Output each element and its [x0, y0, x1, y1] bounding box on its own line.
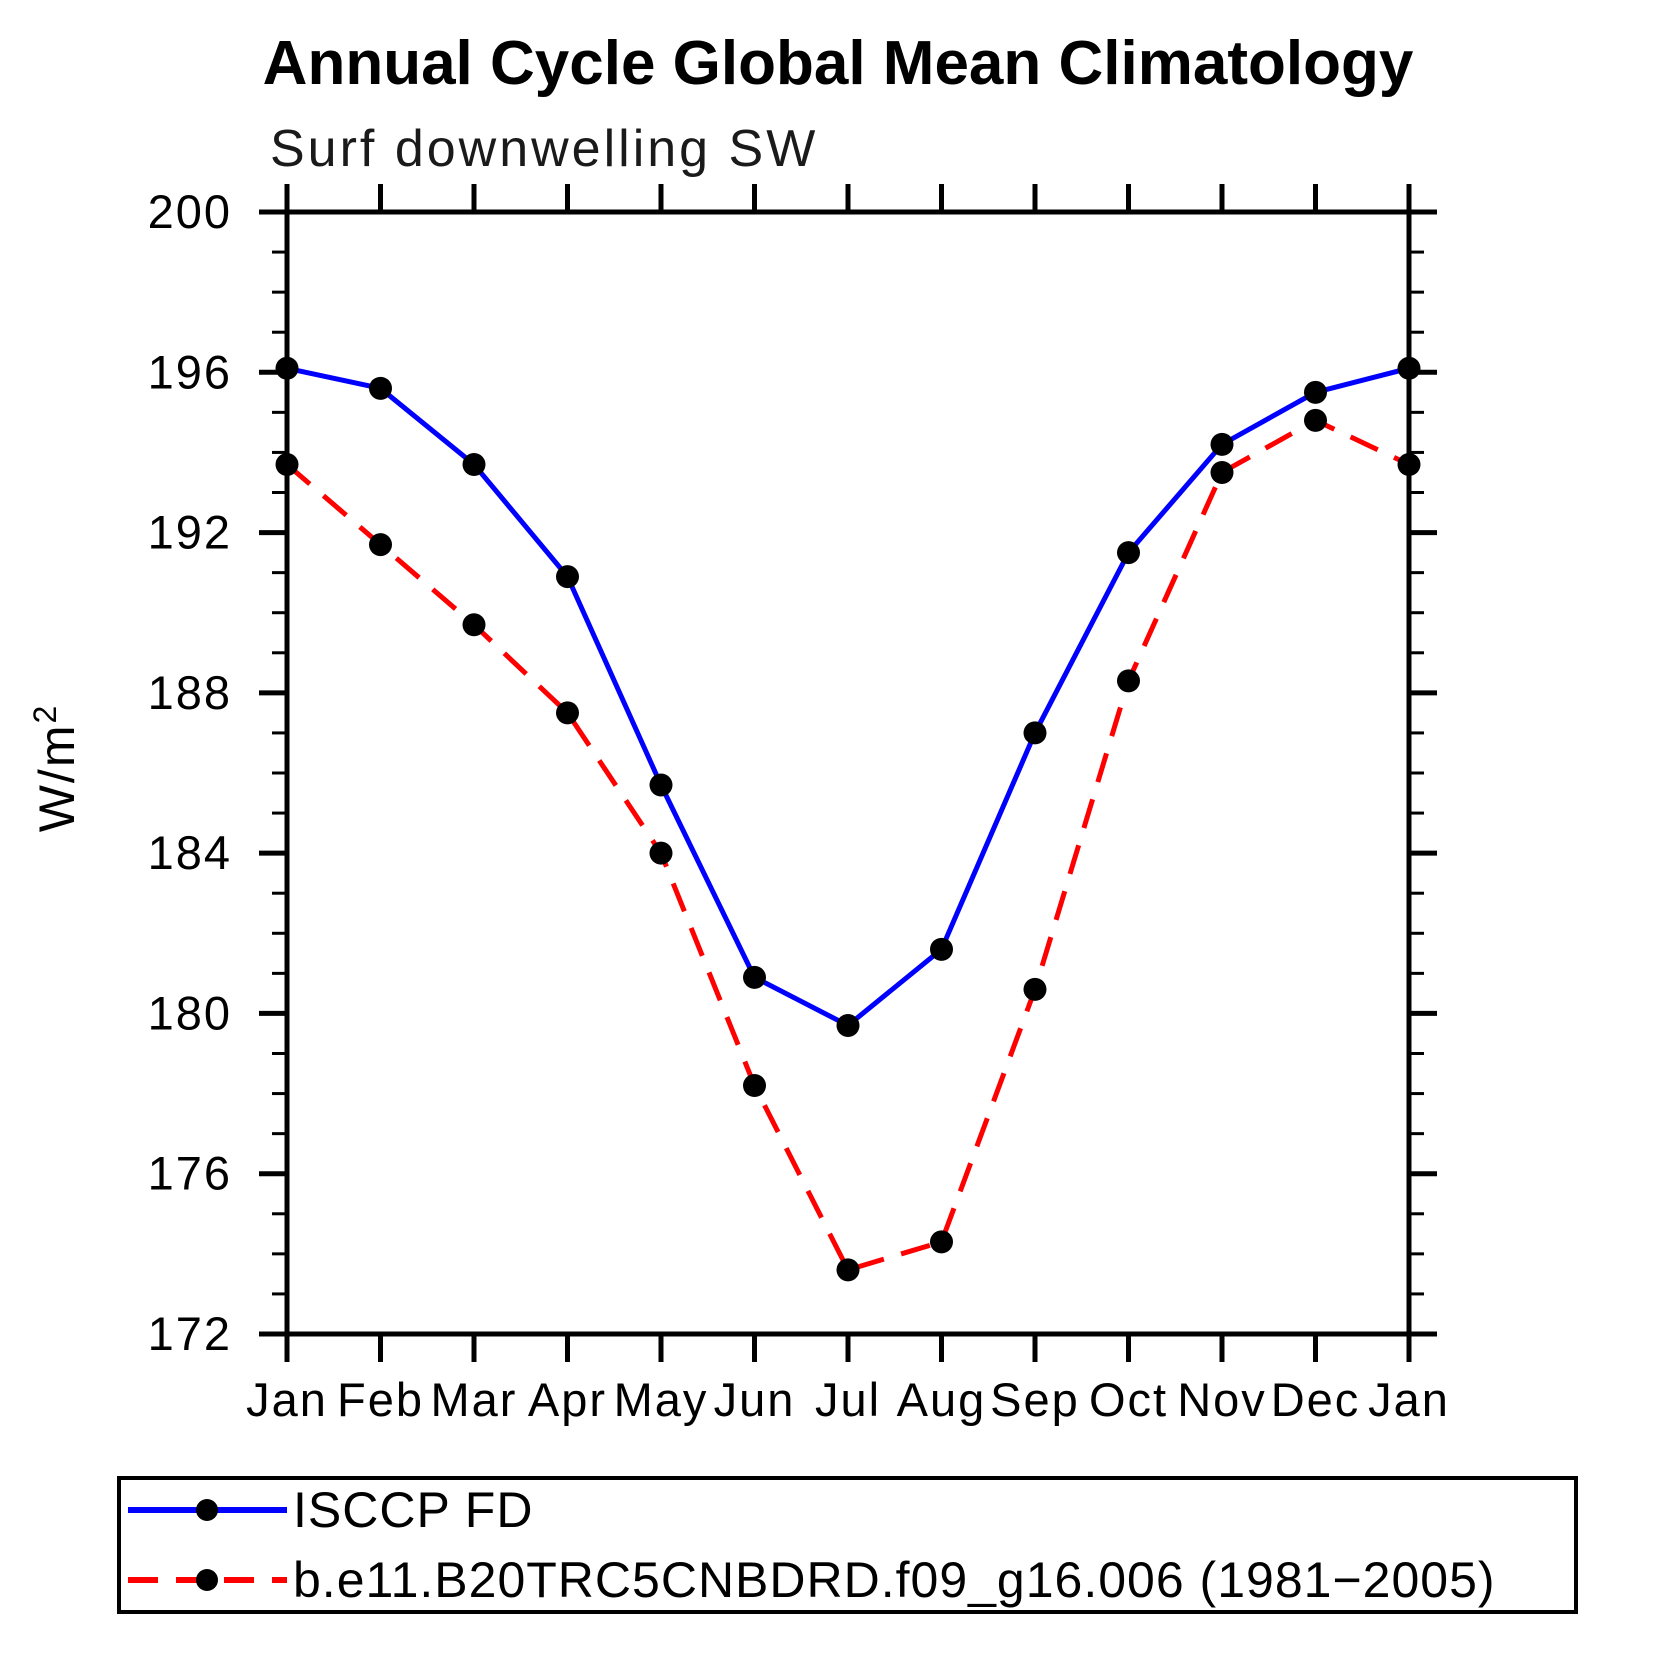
- series-layer: [275, 356, 1421, 1282]
- data-point-marker: [743, 965, 766, 989]
- x-tick-label: Dec: [1271, 1373, 1361, 1426]
- x-tick-label: Sep: [990, 1373, 1080, 1426]
- data-point-marker: [930, 937, 953, 961]
- legend-label-isccp: ISCCP FD: [293, 1482, 533, 1538]
- chart-title: Annual Cycle Global Mean Climatology: [263, 29, 1414, 98]
- legend-marker-isccp: [196, 1499, 218, 1521]
- x-tick-label: Jan: [1368, 1373, 1450, 1426]
- x-tick-label: Apr: [528, 1373, 607, 1426]
- data-point-marker: [1210, 460, 1234, 484]
- data-point-marker: [1117, 541, 1140, 565]
- legend-marker-model: [196, 1569, 218, 1591]
- data-point-marker: [930, 1230, 953, 1254]
- data-point-marker: [743, 1074, 766, 1098]
- data-point-marker: [1397, 356, 1421, 380]
- data-point-marker: [1304, 380, 1327, 404]
- x-tick-label: Jul: [815, 1373, 881, 1426]
- data-point-marker: [1210, 432, 1234, 456]
- x-tick-label: May: [614, 1373, 709, 1426]
- x-tick-label: Feb: [337, 1373, 424, 1426]
- data-point-marker: [1023, 721, 1047, 745]
- y-tick-label: 200: [148, 185, 232, 238]
- data-point-marker: [275, 452, 299, 476]
- data-point-marker: [369, 533, 392, 557]
- series-line-1: [285, 417, 1411, 1273]
- data-point-marker: [369, 376, 392, 400]
- legend-label-model: b.e11.B20TRC5CNBDRD.f09_g16.006 (1981−20…: [293, 1552, 1496, 1608]
- data-point-marker: [1304, 408, 1327, 432]
- plot-frame: [284, 209, 1412, 1337]
- y-tick-label: 188: [148, 666, 232, 719]
- data-point-marker: [649, 841, 673, 865]
- data-point-marker: [836, 1013, 860, 1037]
- y-tick-label: 180: [148, 986, 232, 1039]
- y-tick-label: 184: [148, 826, 232, 879]
- data-point-marker: [556, 701, 579, 725]
- x-tick-label: Aug: [897, 1373, 987, 1426]
- data-point-marker: [1397, 452, 1421, 476]
- data-point-marker: [556, 565, 579, 589]
- legend-box: [117, 1476, 1578, 1614]
- series-line-0: [286, 365, 1410, 1028]
- data-point-marker: [275, 356, 299, 380]
- data-point-marker: [1117, 669, 1140, 693]
- data-point-marker: [462, 452, 486, 476]
- x-tick-label: Mar: [431, 1373, 518, 1426]
- y-axis-label: W/m2: [27, 704, 85, 833]
- data-point-marker: [462, 613, 486, 637]
- y-tick-label: 176: [148, 1147, 232, 1200]
- data-point-marker: [1023, 977, 1047, 1001]
- x-tick-label: Jan: [246, 1373, 328, 1426]
- x-tick-label: Nov: [1177, 1373, 1267, 1426]
- chart-subtitle: Surf downwelling SW: [270, 120, 818, 178]
- legend: ISCCP FD b.e11.B20TRC5CNBDRD.f09_g16.006…: [117, 1476, 1578, 1614]
- data-point-marker: [649, 773, 673, 797]
- y-tick-label: 172: [148, 1307, 232, 1360]
- data-point-marker: [836, 1258, 860, 1282]
- y-tick-label: 196: [148, 345, 232, 398]
- y-tick-label: 192: [148, 506, 232, 559]
- x-tick-label: Oct: [1089, 1373, 1168, 1426]
- x-tick-label: Jun: [714, 1373, 796, 1426]
